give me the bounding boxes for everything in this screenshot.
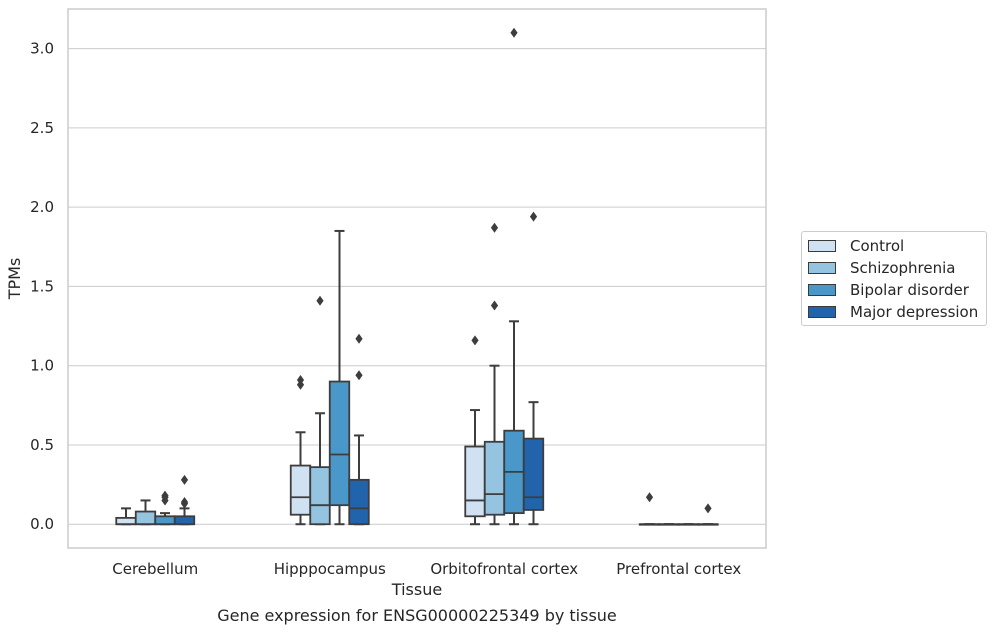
box-1-1 <box>309 466 331 526</box>
legend-swatch-schizophrenia <box>808 262 836 274</box>
y-tick-label: 0.0 <box>30 515 54 533</box>
outlier-point <box>355 370 363 381</box>
outlier-point <box>704 503 712 514</box>
box-2-0 <box>154 515 176 526</box>
outlier-point <box>510 27 518 38</box>
outlier-point <box>490 222 499 233</box>
outlier-point <box>471 335 479 346</box>
legend-swatch-bipolar-disorder <box>808 284 836 296</box>
y-tick-label: 2.0 <box>30 198 54 216</box>
legend-swatch-major-depression <box>808 306 836 318</box>
outlier-point <box>180 497 189 508</box>
plot-frame <box>67 8 767 549</box>
chart-caption: Gene expression for ENSG00000225349 by t… <box>217 606 617 625</box>
box-1-2 <box>483 440 506 516</box>
outlier-point <box>490 300 499 311</box>
outlier-point <box>316 295 324 306</box>
box-0-0 <box>115 516 137 526</box>
x-axis-label: Tissue <box>391 580 442 599</box>
legend-item-major-depression: Major depression <box>808 302 978 322</box>
box-3-2 <box>522 437 545 511</box>
outlier-point <box>296 374 305 385</box>
y-tick-label: 2.5 <box>30 119 54 137</box>
box-0-2 <box>464 445 486 518</box>
y-tick-label: 1.5 <box>30 277 54 295</box>
box-2-1 <box>328 380 351 507</box>
legend-label-major-depression: Major depression <box>850 303 979 321</box>
box-3-0 <box>173 515 196 526</box>
y-axis-label: TPMs <box>5 258 24 301</box>
legend-item-bipolar-disorder: Bipolar disorder <box>808 280 969 300</box>
legend-label-bipolar-disorder: Bipolar disorder <box>850 281 969 299</box>
y-tick-label: 0.5 <box>30 436 54 454</box>
y-tick-label: 1.0 <box>30 357 54 375</box>
legend-item-control: Control <box>808 236 904 256</box>
legend-label-schizophrenia: Schizophrenia <box>850 259 956 277</box>
chart-legend: Control Schizophrenia Bipolar disorder M… <box>801 231 987 326</box>
outlier-point <box>355 333 363 344</box>
outlier-point <box>161 490 169 501</box>
outlier-point <box>529 211 538 222</box>
y-tick-label: 3.0 <box>30 40 54 58</box>
outlier-point <box>180 474 189 485</box>
box-0-1 <box>289 464 312 516</box>
x-tick-label: Prefrontal cortex <box>616 560 741 578</box>
legend-swatch-control <box>808 240 836 252</box>
x-tick-label: Cerebellum <box>112 560 198 578</box>
box-1-0 <box>134 510 157 526</box>
box-3-1 <box>348 478 370 526</box>
x-tick-label: Orbitofrontal cortex <box>430 560 578 578</box>
legend-item-schizophrenia: Schizophrenia <box>808 258 955 278</box>
legend-label-control: Control <box>850 237 905 255</box>
outlier-point <box>645 492 654 503</box>
x-tick-label: Hipppocampus <box>274 560 386 578</box>
